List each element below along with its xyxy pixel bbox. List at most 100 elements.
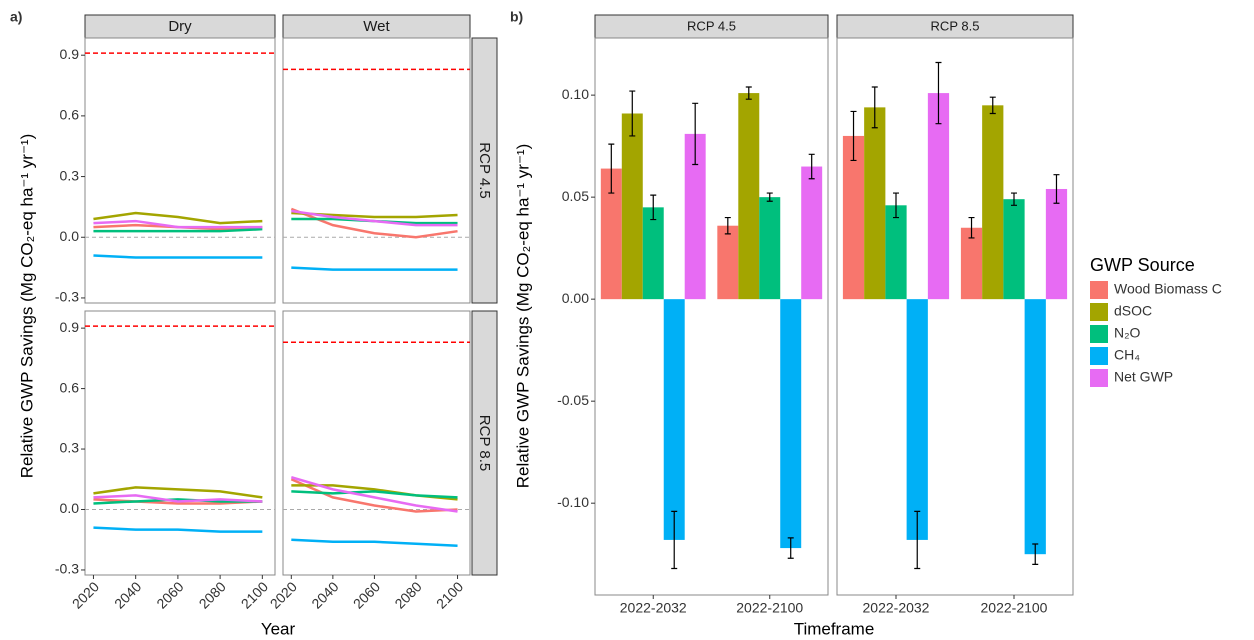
error-bar — [850, 110, 857, 162]
error-bar — [1032, 543, 1039, 565]
bar — [842, 135, 865, 300]
y-tick-label: -0.05 — [557, 392, 589, 408]
error-bar — [871, 86, 878, 129]
y-tick-label: 0.3 — [60, 167, 80, 183]
legend-label: CH₄ — [1114, 347, 1140, 363]
x-tick-label: 2040 — [308, 578, 341, 611]
facet-label: RCP 8.5 — [476, 415, 493, 471]
trend-line — [290, 478, 458, 513]
bar — [600, 168, 622, 300]
bar — [717, 225, 739, 300]
legend-label: N₂O — [1114, 325, 1141, 341]
error-bar — [608, 143, 615, 194]
facet-label: RCP 4.5 — [687, 18, 736, 33]
facet-label: Wet — [363, 18, 390, 35]
y-tick-label: 0.3 — [60, 440, 80, 456]
x-tick-label: 2022-2100 — [981, 600, 1048, 616]
y-axis-title: Relative GWP Savings (Mg CO₂-eq ha⁻¹ yr⁻… — [17, 134, 36, 478]
bar — [927, 93, 950, 300]
y-tick-label: 0.9 — [60, 319, 80, 335]
x-axis-title: Timeframe — [794, 619, 875, 638]
error-bar — [989, 96, 996, 115]
x-tick-label: 2020 — [267, 578, 300, 611]
legend-swatch — [1090, 281, 1108, 299]
facet-label: RCP 4.5 — [476, 142, 493, 198]
trend-line — [93, 498, 263, 505]
y-tick-label: 0.6 — [60, 107, 80, 123]
trend-line — [93, 486, 263, 499]
y-tick-label: 0.00 — [562, 290, 589, 306]
x-tick-label: 2022-2100 — [736, 600, 803, 616]
legend-swatch — [1090, 325, 1108, 343]
bar — [864, 107, 886, 300]
panel-label: b) — [510, 9, 523, 25]
y-tick-label: 0.05 — [562, 188, 589, 204]
facet-label: RCP 8.5 — [931, 18, 980, 33]
y-tick-label: -0.10 — [557, 494, 589, 510]
x-tick-label: 2060 — [153, 578, 186, 611]
legend-label: Wood Biomass C — [1114, 281, 1222, 297]
legend-label: Net GWP — [1114, 369, 1173, 385]
bar — [982, 105, 1004, 300]
panel — [84, 37, 276, 304]
x-tick-label: 2080 — [196, 578, 229, 611]
trend-line — [290, 476, 458, 513]
x-tick-label: 2022-2032 — [863, 600, 930, 616]
x-tick-label: 2022-2032 — [620, 600, 687, 616]
bar — [885, 205, 907, 300]
error-bar — [629, 90, 636, 137]
panel — [84, 310, 276, 576]
error-bar — [935, 61, 942, 125]
x-tick-label: 2100 — [238, 578, 271, 611]
error-bar — [745, 86, 752, 100]
error-bar — [968, 216, 975, 239]
legend-swatch — [1090, 347, 1108, 365]
y-tick-label: 0.10 — [562, 86, 589, 102]
bar — [780, 299, 802, 549]
facet-strip — [471, 37, 498, 304]
bar — [621, 113, 643, 300]
trend-line — [93, 219, 263, 229]
facet-strip — [471, 310, 498, 576]
y-tick-label: -0.3 — [55, 289, 79, 305]
error-bar — [650, 194, 657, 221]
trend-line — [93, 498, 263, 505]
panel — [282, 37, 471, 304]
bar — [1003, 199, 1025, 300]
bar — [663, 299, 685, 540]
trend-line — [291, 209, 458, 227]
bar — [684, 133, 706, 300]
trend-line — [93, 494, 263, 503]
bar — [759, 197, 781, 300]
x-axis-title: Year — [261, 619, 296, 638]
y-tick-label: 0.6 — [60, 379, 80, 395]
y-tick-label: 0.0 — [60, 228, 80, 244]
panel-label: a) — [10, 9, 22, 25]
error-bar — [1011, 192, 1017, 206]
error-bar — [692, 102, 699, 166]
trend-line — [291, 538, 458, 548]
error-bar — [808, 153, 815, 180]
bar — [1024, 299, 1046, 555]
trend-line — [93, 227, 263, 233]
bar — [906, 299, 928, 540]
legend-title: GWP Source — [1090, 255, 1195, 275]
bar — [738, 93, 760, 300]
x-tick-label: 2040 — [111, 578, 144, 611]
error-bar — [914, 510, 921, 570]
trend-line — [93, 211, 263, 225]
legend-swatch — [1090, 369, 1108, 387]
trend-line — [93, 254, 263, 259]
bar — [1045, 188, 1068, 300]
facet-label: Dry — [168, 18, 192, 35]
y-axis-title: Relative GWP Savings (Mg CO₂-eq ha⁻¹ yr⁻… — [513, 144, 532, 488]
y-tick-label: 0.9 — [60, 46, 80, 62]
legend-swatch — [1090, 303, 1108, 321]
error-bar — [787, 537, 794, 559]
bar — [801, 166, 823, 300]
trend-line — [291, 490, 458, 499]
error-bar — [766, 192, 773, 202]
trend-line — [93, 526, 263, 533]
error-bar — [1053, 174, 1060, 204]
